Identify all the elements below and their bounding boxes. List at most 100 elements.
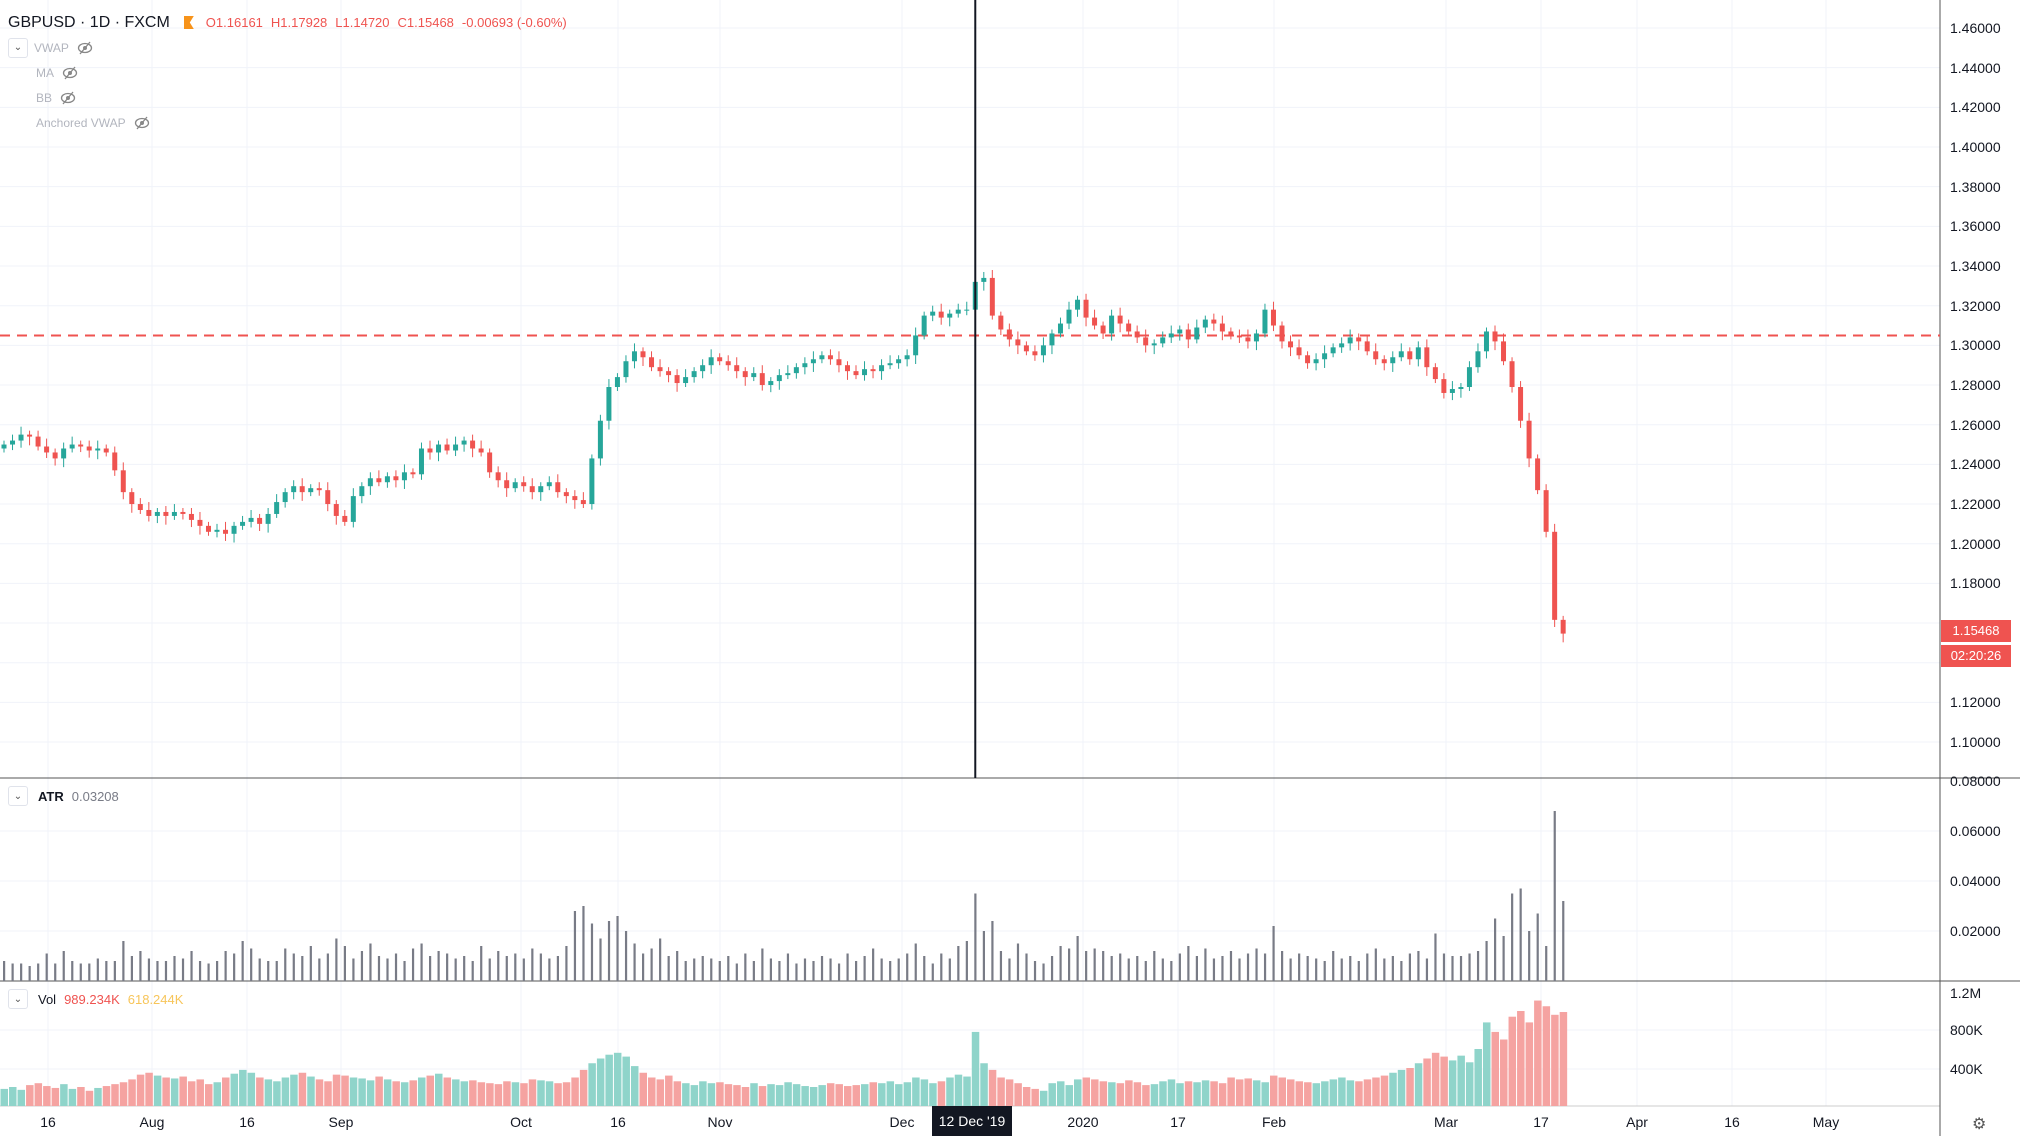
price-axis-label: 1.26000 [1950, 416, 2001, 433]
volume-bar [1269, 1075, 1278, 1106]
eye-off-icon[interactable] [77, 40, 93, 56]
atr-bar [1281, 951, 1284, 981]
settings-gear-icon[interactable]: ⚙ [1972, 1116, 1987, 1133]
flag-icon[interactable] [183, 16, 194, 29]
candle-body [1194, 327, 1200, 340]
volume-bar [136, 1074, 145, 1106]
candle-body [291, 486, 297, 493]
atr-bar [659, 938, 662, 981]
candle-body [887, 363, 893, 366]
indicator-label[interactable]: Anchored VWAP [36, 115, 126, 130]
collapse-chevron-icon[interactable]: ⌄ [8, 989, 28, 1009]
atr-bar [360, 951, 364, 981]
candle-body [1032, 351, 1038, 356]
volume-bar [307, 1076, 315, 1106]
volume-bar [886, 1081, 895, 1106]
atr-bar [744, 953, 747, 981]
volume-bar [1108, 1082, 1116, 1106]
atr-bar [948, 958, 951, 981]
time-axis-label: 17 [1170, 1114, 1186, 1130]
volume-bar [1542, 1006, 1551, 1106]
candle-body [1066, 309, 1072, 324]
time-axis-label: 17 [1533, 1114, 1549, 1130]
volume-bar [1355, 1081, 1363, 1106]
candle-body [708, 357, 714, 366]
atr-bar [1059, 946, 1062, 981]
volume-bar [1082, 1077, 1091, 1106]
atr-bar [335, 938, 338, 981]
time-axis-label: Dec [889, 1114, 915, 1130]
price-axis-label: 1.18000 [1950, 575, 2001, 592]
atr-bar [1434, 933, 1437, 981]
candle-body [316, 488, 322, 491]
volume-bar [1363, 1079, 1372, 1106]
volume-bar [673, 1081, 682, 1106]
atr-bar [735, 963, 738, 981]
volume-bar [1295, 1081, 1304, 1106]
atr-bar [1383, 958, 1386, 981]
indicator-label[interactable]: VWAP [34, 40, 69, 55]
candle-body [342, 515, 348, 522]
candle-body [623, 361, 629, 378]
indicator-label[interactable]: BB [36, 90, 53, 105]
volume-bar [170, 1078, 179, 1106]
candle-body [751, 373, 757, 378]
atr-legend: ⌄ ATR 0.03208 [8, 786, 119, 806]
atr-bar [1366, 953, 1369, 981]
volume-bar [179, 1076, 187, 1106]
atr-bar [1110, 956, 1113, 981]
volume-bar [1133, 1082, 1142, 1106]
candle-body [1083, 299, 1089, 318]
candle-body [819, 355, 825, 360]
symbol-name[interactable]: GBPUSD [8, 13, 76, 31]
volume-bar [767, 1084, 775, 1106]
volume-bar [528, 1079, 537, 1106]
candle-body [1560, 619, 1566, 634]
atr-bar [718, 961, 721, 981]
price-axis-label: 1.42000 [1950, 99, 2001, 116]
atr-bar [786, 953, 790, 981]
atr-bar [1536, 913, 1539, 981]
atr-name[interactable]: ATR [38, 788, 64, 804]
atr-bar [1357, 961, 1360, 981]
volume-bar [554, 1083, 562, 1106]
atr-bar [820, 956, 824, 981]
candle-body [359, 486, 365, 497]
volume-bar [94, 1087, 102, 1106]
candle-body [146, 509, 152, 516]
volume-bar [196, 1079, 204, 1106]
atr-bar [727, 956, 730, 981]
collapse-chevron-icon[interactable]: ⌄ [8, 786, 28, 806]
volume-bar [656, 1079, 665, 1106]
atr-bar [1451, 956, 1454, 981]
time-axis-label: Mar [1433, 1114, 1459, 1130]
atr-bar [676, 951, 679, 981]
last-price-tag: 1.15468 [1941, 620, 2011, 642]
candle-body [129, 492, 135, 505]
candle-body [1526, 420, 1532, 459]
atr-bar [1033, 961, 1037, 981]
low-value: L1.14720 [335, 15, 390, 30]
interval[interactable]: 1D [89, 13, 111, 31]
indicator-label[interactable]: MA [36, 65, 54, 80]
vol-name[interactable]: Vol [38, 991, 57, 1007]
eye-off-icon[interactable] [60, 90, 76, 106]
candle-body [69, 444, 75, 449]
atr-bar [906, 953, 909, 981]
atr-bar [88, 963, 91, 981]
eye-off-icon[interactable] [62, 65, 78, 81]
atr-bar [429, 956, 432, 981]
volume-bar [1482, 1022, 1491, 1106]
eye-off-icon[interactable] [134, 115, 150, 131]
candle-body [1322, 353, 1328, 360]
collapse-chevron-icon[interactable]: ⌄ [8, 37, 28, 58]
atr-bar [769, 958, 772, 981]
candle-body [1347, 337, 1353, 344]
candle-body [163, 511, 169, 516]
candle-body [810, 359, 816, 364]
volume-bar [1048, 1083, 1056, 1106]
volume-bar [460, 1081, 469, 1106]
volume-bar [562, 1082, 571, 1106]
exchange: FXCM [124, 13, 170, 31]
